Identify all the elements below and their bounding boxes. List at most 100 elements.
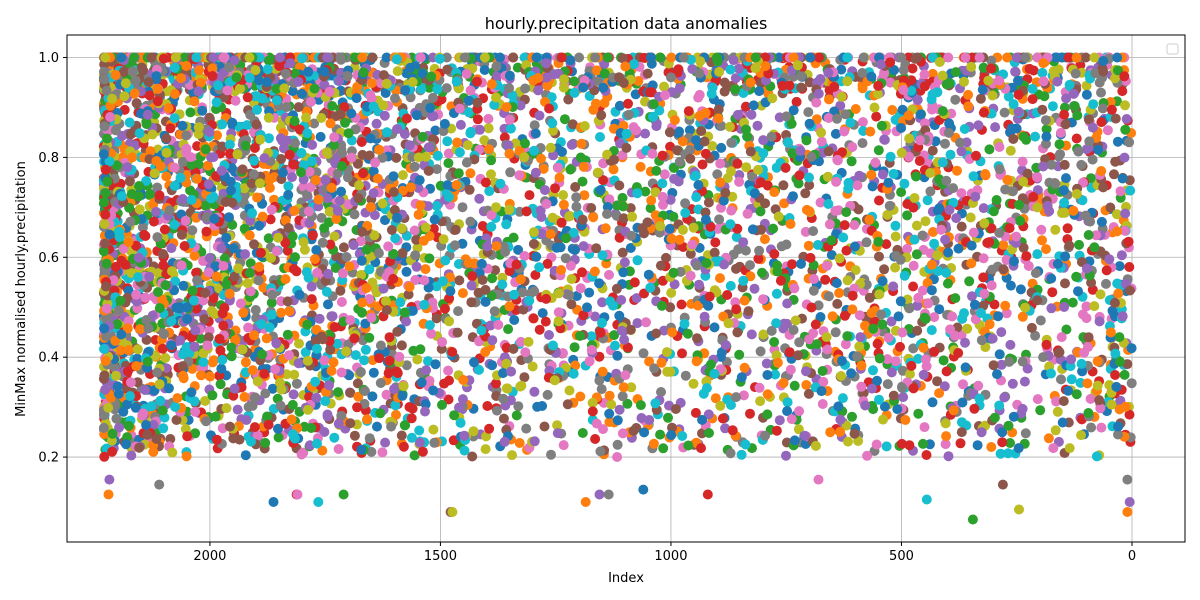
scatter-point bbox=[267, 383, 278, 394]
scatter-point bbox=[266, 297, 277, 308]
scatter-point bbox=[381, 52, 392, 63]
scatter-point bbox=[226, 342, 237, 353]
scatter-point bbox=[1038, 352, 1049, 363]
scatter-point bbox=[831, 278, 842, 289]
scatter-point bbox=[1096, 87, 1106, 98]
scatter-point bbox=[850, 241, 860, 252]
scatter-point bbox=[523, 336, 534, 347]
scatter-point bbox=[595, 132, 605, 142]
scatter-point bbox=[569, 342, 580, 353]
scatter-point bbox=[519, 52, 530, 63]
scatter-point bbox=[697, 159, 708, 170]
scatter-point bbox=[1060, 119, 1071, 130]
scatter-point bbox=[713, 104, 724, 115]
scatter-point bbox=[430, 359, 441, 370]
scatter-point bbox=[879, 264, 890, 275]
scatter-point bbox=[381, 389, 392, 400]
scatter-point bbox=[896, 438, 907, 449]
scatter-point bbox=[781, 450, 791, 461]
scatter-point bbox=[388, 171, 399, 182]
scatter-point bbox=[484, 186, 495, 197]
scatter-point bbox=[253, 275, 264, 286]
scatter-point bbox=[908, 202, 919, 213]
scatter-point bbox=[474, 124, 485, 135]
scatter-point bbox=[973, 120, 984, 131]
scatter-point bbox=[896, 123, 907, 133]
scatter-point bbox=[832, 298, 843, 309]
scatter-point bbox=[215, 345, 226, 356]
scatter-point bbox=[854, 341, 865, 352]
scatter-point bbox=[392, 66, 403, 77]
scatter-point bbox=[468, 426, 479, 437]
scatter-point bbox=[967, 291, 977, 302]
scatter-point bbox=[1001, 308, 1012, 319]
scatter-point bbox=[823, 291, 834, 302]
scatter-point bbox=[249, 422, 260, 433]
scatter-point bbox=[1057, 417, 1068, 428]
scatter-point bbox=[682, 328, 693, 339]
scatter-point bbox=[259, 368, 270, 379]
scatter-point bbox=[200, 396, 210, 406]
scatter-point bbox=[487, 360, 498, 371]
scatter-point bbox=[658, 199, 668, 210]
scatter-point bbox=[950, 94, 961, 105]
scatter-point bbox=[919, 422, 930, 433]
scatter-point bbox=[477, 275, 488, 285]
scatter-point bbox=[501, 219, 512, 230]
scatter-point bbox=[899, 270, 910, 281]
scatter-point bbox=[672, 145, 683, 156]
scatter-point bbox=[872, 338, 883, 349]
scatter-point bbox=[273, 432, 284, 443]
scatter-point bbox=[1003, 91, 1014, 102]
scatter-point bbox=[1005, 145, 1016, 156]
scatter-point bbox=[396, 430, 407, 441]
scatter-point bbox=[529, 436, 540, 447]
scatter-point bbox=[989, 412, 1000, 423]
scatter-point bbox=[700, 107, 711, 118]
scatter-point bbox=[159, 224, 170, 235]
scatter-point bbox=[365, 133, 376, 144]
scatter-point bbox=[452, 327, 463, 338]
scatter-point bbox=[762, 409, 773, 420]
scatter-point bbox=[329, 231, 340, 242]
scatter-point bbox=[379, 110, 390, 121]
scatter-point bbox=[208, 293, 219, 304]
scatter-point bbox=[530, 270, 541, 280]
scatter-point bbox=[996, 359, 1007, 370]
scatter-point bbox=[774, 52, 785, 63]
scatter-point bbox=[503, 324, 514, 335]
scatter-point bbox=[513, 244, 524, 255]
scatter-point bbox=[284, 350, 295, 361]
scatter-point bbox=[395, 297, 406, 308]
scatter-point bbox=[333, 444, 344, 454]
scatter-point bbox=[157, 405, 168, 416]
scatter-point bbox=[898, 392, 909, 403]
scatter-point bbox=[808, 274, 819, 284]
scatter-point bbox=[195, 333, 206, 344]
scatter-point bbox=[644, 87, 655, 98]
scatter-point bbox=[755, 346, 766, 357]
scatter-point bbox=[608, 164, 619, 175]
scatter-point bbox=[575, 283, 586, 294]
scatter-point bbox=[850, 104, 861, 114]
scatter-point bbox=[296, 449, 307, 460]
scatter-point bbox=[786, 414, 797, 425]
scatter-point bbox=[570, 182, 581, 192]
scatter-point bbox=[539, 421, 550, 432]
scatter-point bbox=[693, 92, 704, 103]
scatter-point bbox=[161, 171, 172, 182]
scatter-point bbox=[826, 250, 837, 260]
scatter-point bbox=[631, 125, 642, 136]
scatter-point bbox=[282, 296, 293, 307]
scatter-point bbox=[336, 367, 347, 378]
scatter-point bbox=[998, 240, 1009, 250]
scatter-point bbox=[646, 195, 657, 206]
scatter-point bbox=[840, 109, 851, 120]
scatter-point bbox=[178, 280, 189, 291]
scatter-point bbox=[357, 307, 367, 318]
scatter-point bbox=[793, 424, 804, 435]
scatter-point bbox=[617, 391, 628, 402]
scatter-point bbox=[726, 205, 737, 216]
scatter-point bbox=[932, 376, 943, 387]
